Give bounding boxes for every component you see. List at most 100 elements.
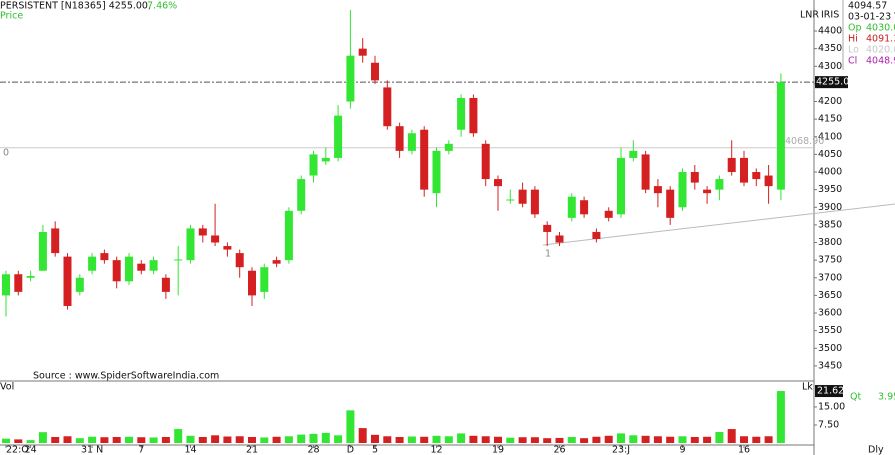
- title: PERSISTENT [N18365] 4255.00,: [0, 1, 151, 12]
- candle-body: [727, 157, 736, 173]
- y-tick-label: 4050: [818, 149, 842, 160]
- volume-bar: [518, 437, 527, 443]
- y-tick-label: 3550: [818, 325, 842, 336]
- candle-body: [248, 270, 256, 296]
- volume-bar: [14, 439, 23, 443]
- volume-bar: [112, 436, 121, 443]
- volume-bar: [395, 436, 404, 443]
- y-tick-label: 3700: [818, 272, 842, 283]
- zero-label: 0: [3, 148, 9, 159]
- candle-body: [284, 210, 293, 261]
- candle-body: [407, 133, 416, 151]
- x-tick-label: 9: [679, 445, 685, 455]
- trend-label: 1: [545, 249, 551, 260]
- vol-label: Vol: [0, 382, 14, 393]
- trend-line: [542, 203, 895, 246]
- y-tick-label: 3850: [818, 219, 842, 230]
- candle-body: [358, 48, 367, 56]
- volume-bar: [2, 438, 10, 443]
- y-tick-label: 3750: [818, 255, 842, 266]
- candle-body: [161, 277, 170, 292]
- volume-bar: [543, 438, 552, 443]
- y-tick-label: 4400: [818, 26, 842, 37]
- volume-bar: [26, 440, 35, 443]
- candle-body: [51, 228, 60, 254]
- volume-bar: [321, 432, 330, 443]
- volume-bar: [38, 432, 47, 443]
- volume-bar: [186, 435, 195, 443]
- y-tick-label: 4000: [818, 167, 842, 178]
- volume-bar: [617, 433, 625, 443]
- candle-body: [555, 235, 564, 243]
- info-label: Lo: [848, 45, 859, 56]
- volume-bar: [592, 436, 601, 443]
- candle-body: [223, 246, 232, 250]
- candle-body: [149, 260, 158, 271]
- candle-body: [653, 186, 662, 194]
- info-label: Cl: [848, 56, 857, 67]
- volume-bar: [235, 436, 244, 443]
- candle-body: [776, 82, 785, 190]
- candle-body: [346, 55, 355, 102]
- volume-bar: [690, 436, 699, 443]
- candle-body: [629, 150, 638, 158]
- candle-body: [88, 256, 97, 271]
- volume-bar: [161, 436, 170, 443]
- candle-body: [469, 97, 478, 134]
- candle-body: [14, 274, 23, 292]
- y-tick-label: 4200: [818, 96, 842, 107]
- candle-body: [678, 172, 687, 208]
- info-label: Op: [848, 23, 862, 34]
- volume-bar: [764, 436, 773, 443]
- candle-body: [309, 154, 318, 176]
- y-tick-label: 3650: [818, 290, 842, 301]
- change: 7.46%: [147, 1, 177, 12]
- y-tick-label: 3500: [818, 343, 842, 354]
- volume-bar: [272, 436, 281, 443]
- volume-bar: [248, 436, 256, 443]
- candle-body: [125, 256, 133, 282]
- candle-body: [506, 199, 515, 201]
- candle-body: [715, 179, 724, 190]
- candle-body: [740, 157, 748, 183]
- y-tick-label: 4150: [818, 114, 842, 125]
- candle-body: [63, 256, 72, 306]
- indicator: LNR: [800, 10, 819, 21]
- volume-bar: [432, 435, 441, 443]
- price-tag-bg: [815, 76, 848, 89]
- candle-body: [444, 143, 453, 151]
- candle-body: [641, 154, 650, 190]
- x-tick-label: 5: [372, 445, 378, 455]
- x-tick-label: 19: [492, 445, 504, 455]
- period: Dly: [868, 445, 884, 455]
- candle-body: [137, 263, 146, 271]
- y-tick-label: 4350: [818, 43, 842, 54]
- candle-body: [592, 231, 601, 239]
- candle-body: [690, 172, 699, 183]
- volume-bar: [383, 436, 392, 443]
- candle-body: [38, 231, 47, 271]
- y-tick-label: 3450: [818, 360, 842, 371]
- volume-bar: [629, 435, 638, 443]
- candle-body: [186, 228, 195, 261]
- x-tick-label: 31 N: [81, 445, 103, 455]
- candle-body: [494, 179, 502, 187]
- candle-body: [174, 259, 183, 261]
- volume-bar: [223, 436, 232, 443]
- info-label: Hi: [848, 34, 858, 45]
- volume-bar: [703, 436, 712, 443]
- volume-bar: [358, 428, 367, 443]
- volume-bar: [457, 433, 466, 443]
- volume-bar: [653, 436, 662, 443]
- volume-bar: [309, 433, 318, 443]
- reference-label: 4068.90: [785, 136, 824, 147]
- volume-bar: [198, 436, 207, 443]
- info-value: 4020.05: [866, 45, 895, 56]
- volume-tag: 21.62: [817, 386, 844, 397]
- candle-body: [481, 143, 490, 180]
- candle-body: [371, 62, 379, 81]
- volume-bar: [137, 437, 146, 443]
- qt-label: Qt: [850, 392, 861, 403]
